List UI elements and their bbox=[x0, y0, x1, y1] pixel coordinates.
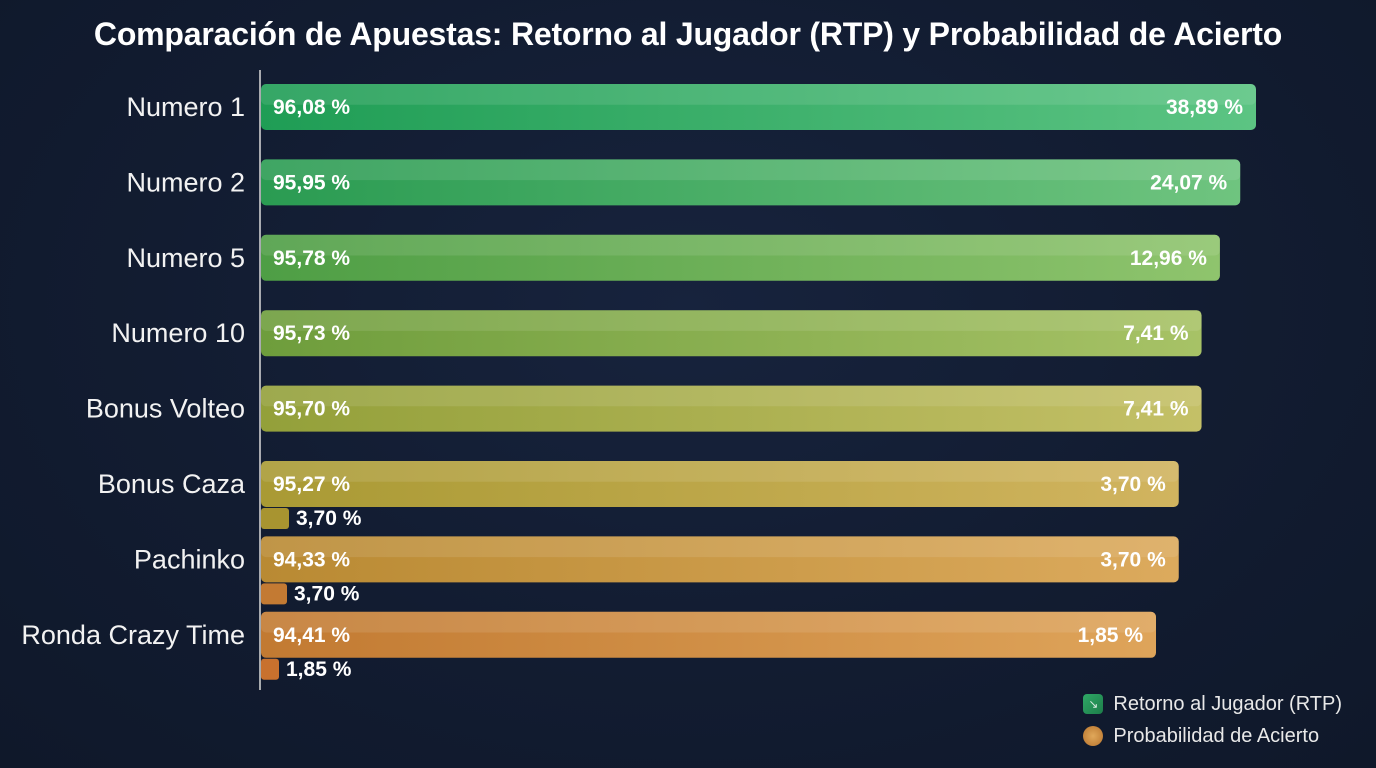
rtp-value-label: 95,73 % bbox=[273, 322, 350, 345]
bar-highlight bbox=[261, 310, 1202, 331]
bar-highlight bbox=[261, 461, 1179, 482]
category-label: Bonus Volteo bbox=[86, 394, 245, 424]
prob-swatch-icon bbox=[1083, 726, 1104, 746]
rtp-value-label: 95,78 % bbox=[273, 247, 350, 270]
rtp-value-label: 94,33 % bbox=[273, 548, 350, 571]
small-bar-2 bbox=[261, 583, 287, 605]
bar-highlight bbox=[261, 611, 1156, 633]
rtp-swatch-icon: ↘ bbox=[1083, 694, 1104, 714]
prob-value-label: 1,85 % bbox=[1078, 624, 1144, 647]
small-bar-3 bbox=[261, 658, 279, 680]
bar-2 bbox=[261, 159, 1241, 206]
prob-value-label: 7,41 % bbox=[1123, 322, 1189, 345]
bar-highlight bbox=[261, 385, 1202, 407]
legend-label-prob: Probabilidad de Acierto bbox=[1113, 724, 1320, 747]
bar-7 bbox=[261, 536, 1179, 583]
category-label: Ronda Crazy Time bbox=[21, 620, 245, 650]
small-bar-label: 1,85 % bbox=[286, 658, 352, 681]
rtp-value-label: 94,41 % bbox=[273, 624, 350, 647]
category-label: Pachinko bbox=[134, 544, 245, 574]
prob-value-label: 3,70 % bbox=[1100, 548, 1166, 571]
prob-value-label: 12,96 % bbox=[1130, 247, 1207, 270]
bar-4 bbox=[261, 310, 1202, 357]
prob-value-label: 3,70 % bbox=[1100, 473, 1166, 496]
category-label: Numero 5 bbox=[126, 243, 245, 273]
small-bar-1 bbox=[261, 508, 289, 529]
small-bar-label: 3,70 % bbox=[296, 507, 362, 530]
small-bar-label: 3,70 % bbox=[294, 582, 360, 605]
category-label: Numero 10 bbox=[111, 318, 245, 348]
category-label: Numero 1 bbox=[126, 92, 245, 122]
bar-1 bbox=[261, 84, 1256, 130]
legend-item-rtp: ↘ Retorno al Jugador (RTP) bbox=[1083, 688, 1342, 720]
rtp-value-label: 95,27 % bbox=[273, 473, 350, 496]
prob-value-label: 38,89 % bbox=[1166, 96, 1243, 119]
bar-6 bbox=[261, 461, 1179, 507]
bar-highlight bbox=[261, 234, 1220, 256]
bar-8 bbox=[261, 611, 1156, 658]
category-label: Bonus Caza bbox=[98, 469, 246, 499]
category-label: Numero 2 bbox=[126, 167, 245, 197]
prob-value-label: 7,41 % bbox=[1123, 398, 1189, 421]
rtp-value-label: 95,70 % bbox=[273, 398, 350, 421]
legend-item-prob: Probabilidad de Acierto bbox=[1083, 720, 1342, 752]
prob-value-label: 24,07 % bbox=[1150, 171, 1227, 194]
bar-highlight bbox=[261, 159, 1241, 181]
bar-highlight bbox=[261, 536, 1179, 558]
legend-label-rtp: Retorno al Jugador (RTP) bbox=[1113, 692, 1342, 715]
rtp-value-label: 95,95 % bbox=[273, 171, 350, 194]
bar-highlight bbox=[261, 84, 1256, 105]
bar-5 bbox=[261, 385, 1202, 432]
bar-3 bbox=[261, 234, 1220, 281]
legend: ↘ Retorno al Jugador (RTP) Probabilidad … bbox=[1083, 688, 1342, 752]
chart-title: Comparación de Apuestas: Retorno al Juga… bbox=[93, 16, 1283, 52]
rtp-value-label: 96,08 % bbox=[273, 96, 350, 119]
